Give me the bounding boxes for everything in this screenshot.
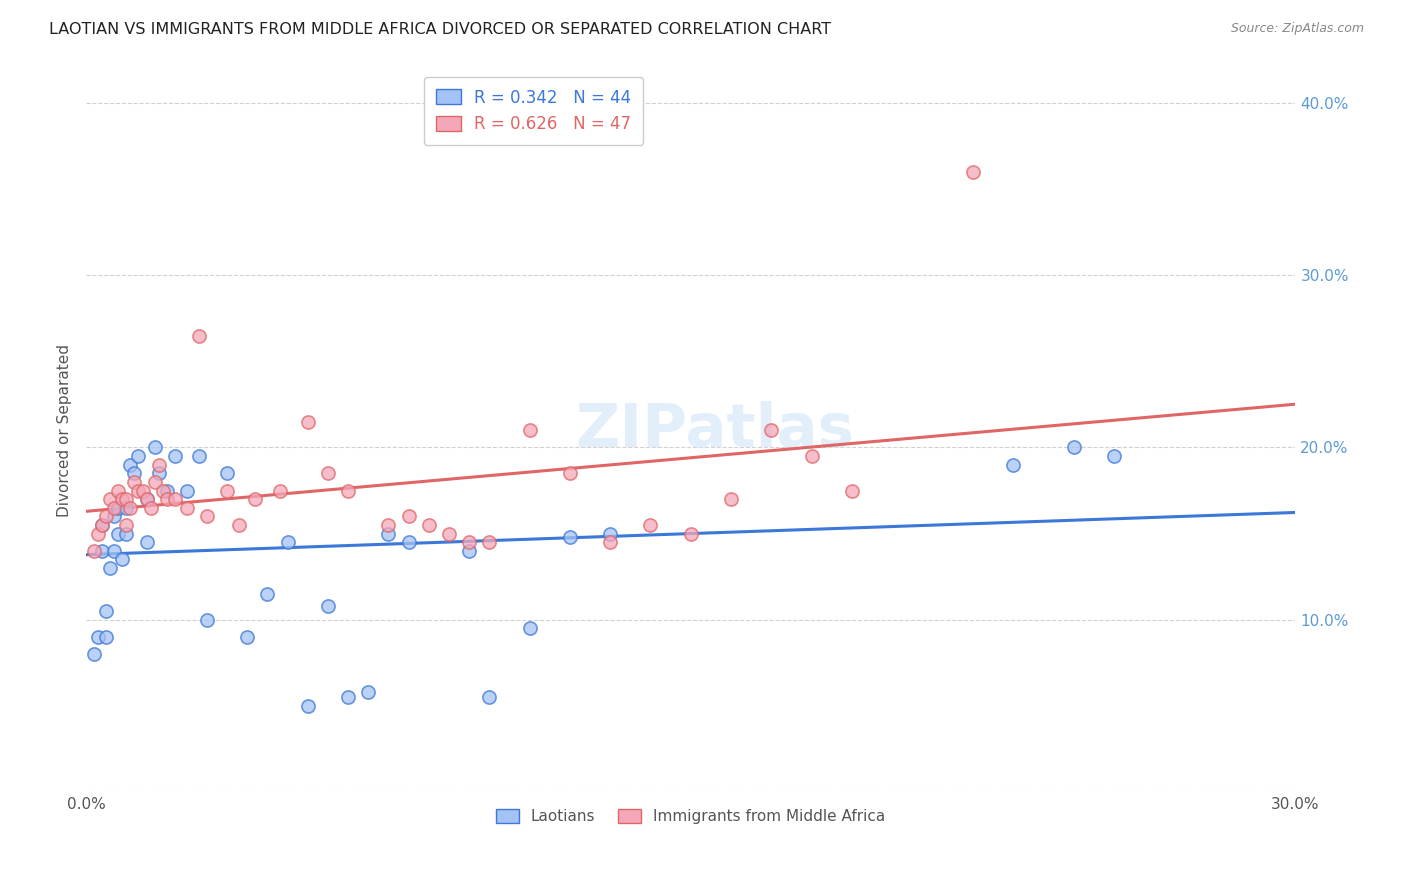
Point — [120, 500, 142, 515]
Point — [83, 544, 105, 558]
Point — [519, 621, 541, 635]
Point — [337, 483, 360, 498]
Point — [98, 492, 121, 507]
Text: Source: ZipAtlas.com: Source: ZipAtlas.com — [1230, 22, 1364, 36]
Point — [115, 526, 138, 541]
Point — [91, 518, 114, 533]
Point — [124, 467, 146, 481]
Point — [83, 647, 105, 661]
Point — [217, 483, 239, 498]
Point — [124, 475, 146, 489]
Point — [800, 449, 823, 463]
Point — [519, 423, 541, 437]
Point — [152, 483, 174, 498]
Point — [176, 483, 198, 498]
Point — [163, 449, 186, 463]
Point — [163, 492, 186, 507]
Point — [148, 467, 170, 481]
Point — [91, 544, 114, 558]
Point — [195, 613, 218, 627]
Point — [398, 509, 420, 524]
Point — [96, 509, 118, 524]
Point — [458, 535, 481, 549]
Point — [156, 492, 179, 507]
Point — [107, 483, 129, 498]
Point — [103, 509, 125, 524]
Y-axis label: Divorced or Separated: Divorced or Separated — [58, 343, 72, 516]
Point — [103, 544, 125, 558]
Point — [316, 599, 339, 613]
Point — [143, 475, 166, 489]
Point — [115, 492, 138, 507]
Point — [228, 518, 250, 533]
Point — [269, 483, 291, 498]
Point — [418, 518, 440, 533]
Point — [87, 526, 110, 541]
Point — [640, 518, 662, 533]
Point — [558, 467, 581, 481]
Point — [111, 492, 134, 507]
Point — [143, 441, 166, 455]
Point — [139, 500, 162, 515]
Point — [176, 500, 198, 515]
Point — [679, 526, 702, 541]
Point — [337, 690, 360, 705]
Point — [156, 483, 179, 498]
Point — [841, 483, 863, 498]
Point — [127, 449, 149, 463]
Point — [297, 698, 319, 713]
Point — [720, 492, 742, 507]
Point — [1063, 441, 1085, 455]
Point — [98, 561, 121, 575]
Legend: Laotians, Immigrants from Middle Africa: Laotians, Immigrants from Middle Africa — [485, 798, 897, 835]
Point — [478, 535, 501, 549]
Point — [377, 518, 399, 533]
Point — [135, 492, 157, 507]
Point — [377, 526, 399, 541]
Point — [478, 690, 501, 705]
Point — [297, 415, 319, 429]
Point — [135, 492, 157, 507]
Point — [107, 526, 129, 541]
Point — [111, 552, 134, 566]
Point — [96, 604, 118, 618]
Point — [277, 535, 299, 549]
Point — [135, 535, 157, 549]
Point — [148, 458, 170, 472]
Point — [761, 423, 783, 437]
Point — [357, 685, 380, 699]
Point — [458, 544, 481, 558]
Point — [1002, 458, 1025, 472]
Point — [103, 500, 125, 515]
Point — [96, 630, 118, 644]
Point — [962, 165, 984, 179]
Point — [599, 526, 621, 541]
Point — [558, 530, 581, 544]
Point — [599, 535, 621, 549]
Point — [91, 518, 114, 533]
Point — [120, 458, 142, 472]
Point — [115, 500, 138, 515]
Point — [398, 535, 420, 549]
Point — [245, 492, 267, 507]
Point — [195, 509, 218, 524]
Point — [187, 328, 209, 343]
Point — [131, 483, 153, 498]
Point — [236, 630, 259, 644]
Text: LAOTIAN VS IMMIGRANTS FROM MIDDLE AFRICA DIVORCED OR SEPARATED CORRELATION CHART: LAOTIAN VS IMMIGRANTS FROM MIDDLE AFRICA… — [49, 22, 831, 37]
Point — [437, 526, 460, 541]
Point — [127, 483, 149, 498]
Point — [107, 500, 129, 515]
Text: ZIPatlas: ZIPatlas — [575, 401, 855, 459]
Point — [217, 467, 239, 481]
Point — [87, 630, 110, 644]
Point — [187, 449, 209, 463]
Point — [316, 467, 339, 481]
Point — [256, 587, 278, 601]
Point — [1102, 449, 1125, 463]
Point — [115, 518, 138, 533]
